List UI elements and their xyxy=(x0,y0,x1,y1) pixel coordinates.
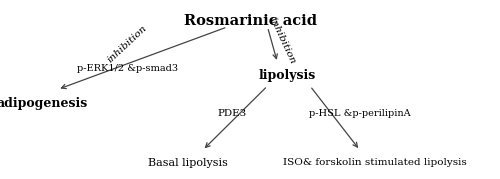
Text: p-ERK1/2 &p-smad3: p-ERK1/2 &p-smad3 xyxy=(77,64,178,73)
Text: Rosmarinic acid: Rosmarinic acid xyxy=(184,14,316,28)
Text: PDE3: PDE3 xyxy=(218,109,247,118)
Text: adipogenesis: adipogenesis xyxy=(0,97,88,110)
Text: Basal lipolysis: Basal lipolysis xyxy=(148,158,228,168)
Text: p-HSL &p-perilipinA: p-HSL &p-perilipinA xyxy=(309,109,411,118)
Text: lipolysis: lipolysis xyxy=(259,69,316,82)
Text: ISO& forskolin stimulated lipolysis: ISO& forskolin stimulated lipolysis xyxy=(283,158,467,167)
Text: inhibition: inhibition xyxy=(106,23,149,64)
Text: inhibition: inhibition xyxy=(268,16,297,65)
